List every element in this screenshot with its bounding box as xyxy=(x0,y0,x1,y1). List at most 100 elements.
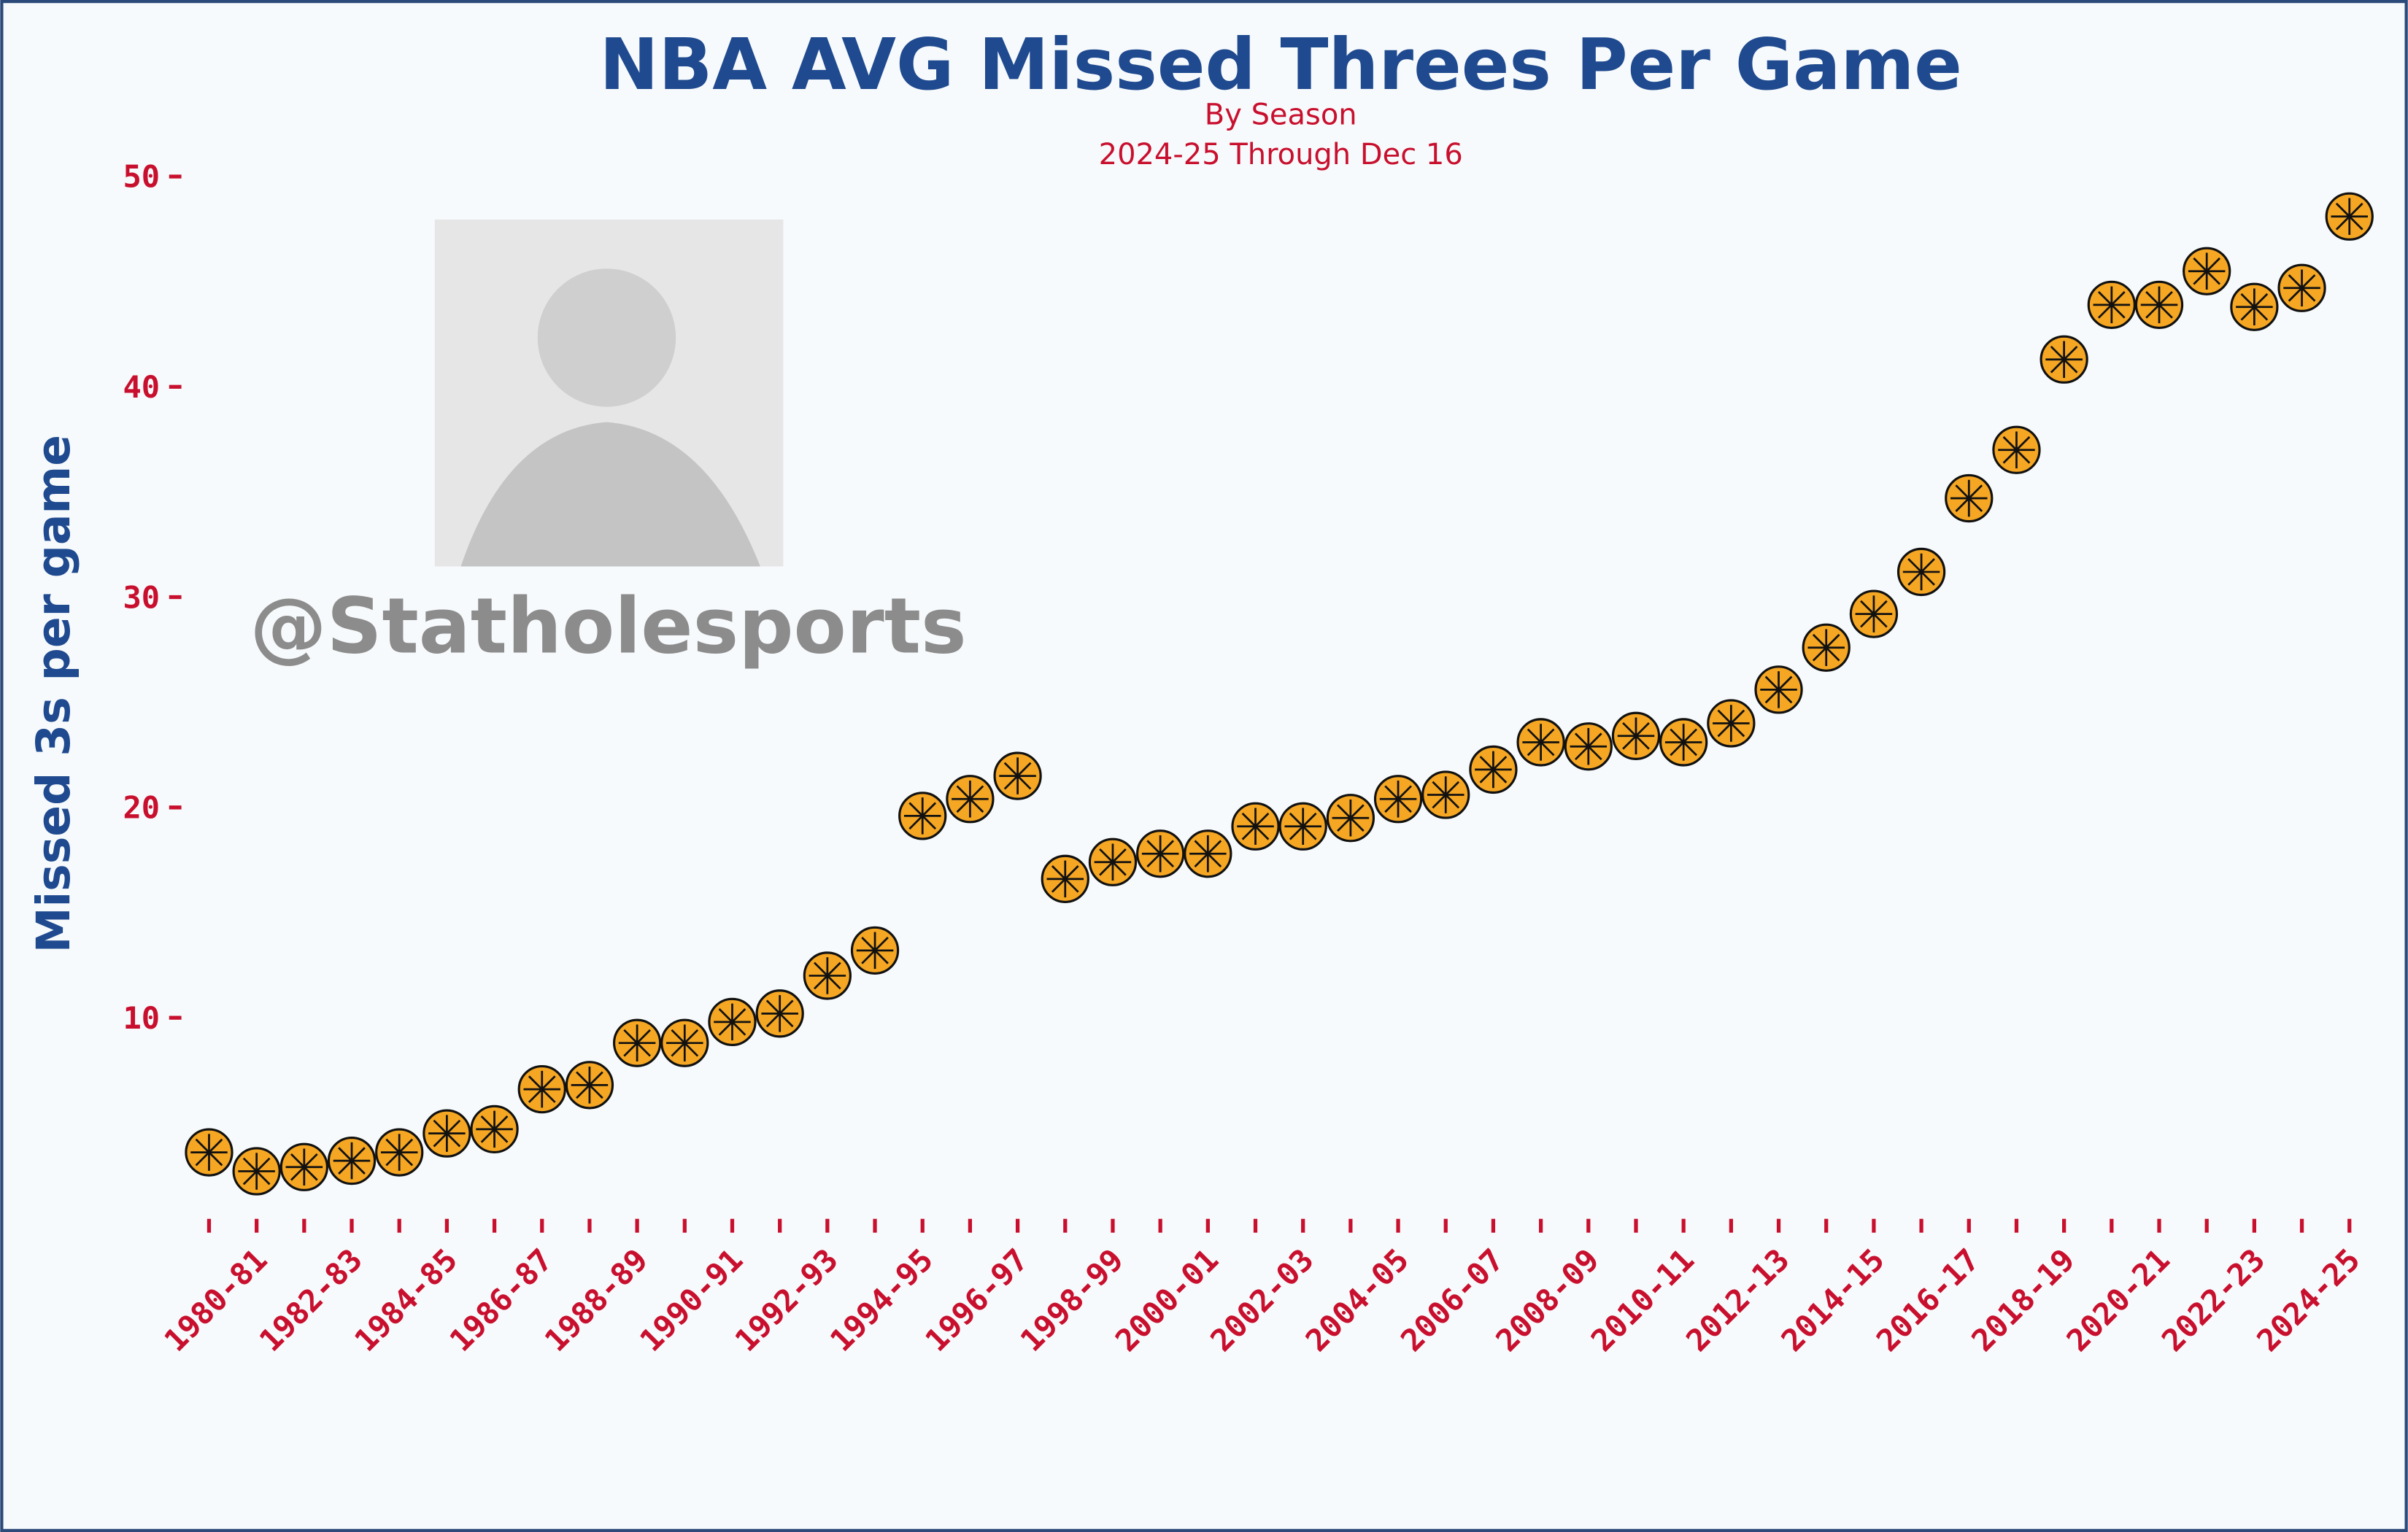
marker xyxy=(898,792,947,840)
marker-glyph xyxy=(2002,436,2031,464)
marker xyxy=(612,1018,662,1067)
y-tick-label: 10 xyxy=(123,1000,160,1036)
marker-glyph xyxy=(908,802,937,830)
marker xyxy=(565,1061,614,1110)
marker-glyph xyxy=(1384,785,1412,813)
marker-glyph xyxy=(1337,804,1365,832)
marker xyxy=(2277,263,2326,312)
marker-glyph xyxy=(1527,728,1555,757)
marker-glyph xyxy=(1907,558,1935,586)
marker xyxy=(946,775,995,824)
marker xyxy=(1849,589,1899,638)
y-tick-label: 30 xyxy=(123,579,160,615)
photo-body xyxy=(460,422,760,567)
marker-glyph xyxy=(1860,600,1888,628)
marker xyxy=(375,1128,424,1177)
chart-title: NBA AVG Missed Threes Per Game xyxy=(599,23,1961,106)
marker xyxy=(2040,335,2088,384)
marker xyxy=(993,751,1042,800)
marker xyxy=(1564,722,1613,771)
y-tick-label: 50 xyxy=(123,159,160,195)
marker xyxy=(185,1128,234,1177)
marker xyxy=(1326,794,1375,843)
marker xyxy=(422,1109,471,1158)
marker xyxy=(1707,699,1756,748)
marker-glyph xyxy=(1432,781,1460,809)
marker-glyph xyxy=(1194,840,1222,868)
marker xyxy=(1373,775,1423,824)
marker-glyph xyxy=(765,999,794,1028)
marker-glyph xyxy=(338,1147,366,1175)
watermark-handle: @Statholesports xyxy=(250,581,967,670)
marker-glyph xyxy=(2193,257,2221,285)
y-axis-label: Missed 3s per game xyxy=(26,435,80,953)
marker-glyph xyxy=(956,785,984,813)
marker xyxy=(470,1104,519,1154)
marker-glyph xyxy=(2335,202,2363,231)
marker-glyph xyxy=(528,1075,556,1103)
marker-glyph xyxy=(195,1138,223,1167)
marker-glyph xyxy=(671,1029,699,1057)
marker-glyph xyxy=(2097,291,2126,319)
marker xyxy=(1278,802,1327,851)
marker xyxy=(1516,718,1565,767)
marker xyxy=(1231,802,1280,851)
marker xyxy=(1136,829,1185,878)
marker-glyph xyxy=(576,1071,603,1099)
marker xyxy=(1896,547,1946,597)
chart-subtitle: By Season xyxy=(1205,98,1357,131)
marker xyxy=(517,1064,566,1114)
marker-glyph xyxy=(2145,291,2173,319)
y-tick-label: 40 xyxy=(123,369,160,405)
marker-glyph xyxy=(814,962,841,990)
marker xyxy=(279,1142,328,1191)
marker xyxy=(2134,280,2184,329)
marker xyxy=(1802,623,1851,672)
marker-glyph xyxy=(242,1157,271,1185)
marker xyxy=(803,951,852,1000)
marker-glyph xyxy=(1479,756,1508,784)
marker-glyph xyxy=(480,1115,509,1143)
marker-glyph xyxy=(1289,812,1317,840)
marker-glyph xyxy=(1099,848,1127,876)
marker-glyph xyxy=(385,1138,414,1167)
marker xyxy=(1611,711,1661,760)
marker xyxy=(2230,282,2279,331)
marker xyxy=(1945,473,1994,523)
marker-glyph xyxy=(1241,812,1270,840)
marker-glyph xyxy=(1622,721,1650,750)
marker-glyph xyxy=(1764,676,1793,704)
marker xyxy=(2325,192,2374,241)
marker xyxy=(1041,854,1089,903)
marker-glyph xyxy=(433,1119,461,1148)
watermark-photo xyxy=(434,219,784,567)
marker-glyph xyxy=(2288,274,2316,302)
marker-glyph xyxy=(1003,762,1032,790)
marker-glyph xyxy=(718,1008,746,1036)
y-tick-label: 20 xyxy=(123,790,160,826)
marker-glyph xyxy=(1955,484,1983,512)
marker xyxy=(2087,280,2136,329)
chart-note: 2024-25 Through Dec 16 xyxy=(1099,138,1463,171)
marker-glyph xyxy=(1670,728,1697,757)
marker-glyph xyxy=(1812,633,1840,662)
marker xyxy=(708,997,757,1046)
marker xyxy=(660,1018,709,1067)
marker-glyph xyxy=(1146,840,1174,868)
marker-glyph xyxy=(623,1029,651,1057)
marker-glyph xyxy=(2240,293,2269,321)
marker xyxy=(232,1147,281,1196)
marker xyxy=(755,989,804,1038)
marker-glyph xyxy=(290,1153,318,1181)
marker xyxy=(2183,247,2231,295)
marker xyxy=(1659,718,1708,767)
marker-glyph xyxy=(1051,865,1079,893)
marker xyxy=(1421,770,1470,819)
photo-head xyxy=(537,268,676,407)
marker xyxy=(1184,829,1232,878)
marker xyxy=(1088,837,1138,886)
marker xyxy=(327,1136,377,1185)
marker xyxy=(1992,425,2041,474)
